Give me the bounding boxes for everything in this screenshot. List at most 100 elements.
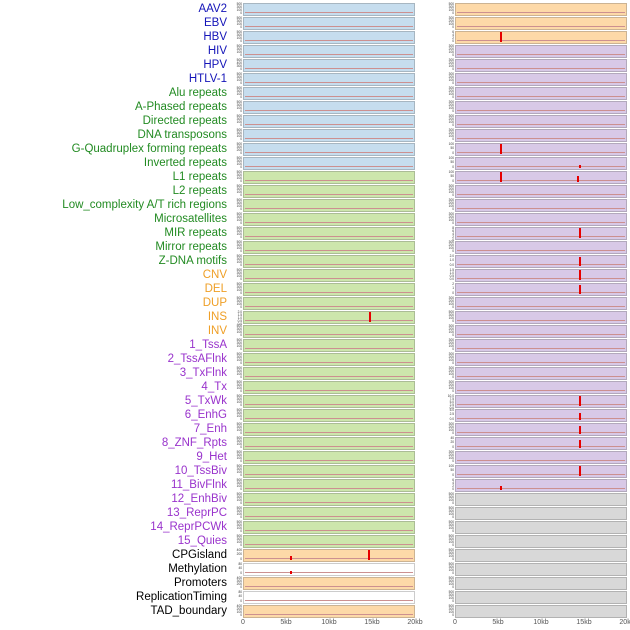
y-tick-label: 500 bbox=[236, 491, 242, 496]
track-label: AAV2 bbox=[198, 3, 227, 15]
y-tick-label: 2 bbox=[452, 281, 454, 286]
track-panel bbox=[455, 604, 627, 618]
y-tick-label: 100 bbox=[236, 540, 242, 545]
y-tick-label: 100 bbox=[448, 344, 454, 349]
y-tick-label: 0 bbox=[452, 11, 454, 16]
y-axis: 500 300 100 0 bbox=[230, 155, 243, 170]
x-tick-label: 10kb bbox=[321, 619, 337, 626]
y-tick-label: 0 bbox=[452, 557, 454, 562]
y-tick-label: 0 bbox=[452, 529, 454, 534]
baseline-trace bbox=[245, 12, 413, 13]
y-axis: 10.0 7.5 5.0 2.5 0.0 bbox=[442, 394, 455, 410]
y-tick-label: 50 bbox=[450, 468, 454, 473]
track-panel bbox=[243, 114, 415, 128]
y-axis: 500 300 100 0 bbox=[230, 463, 243, 478]
track-row: 3_TxFlnk 500 300 100 0 300 200 100 0 bbox=[0, 366, 630, 380]
track-panel bbox=[243, 198, 415, 212]
y-tick-label: 0 bbox=[452, 25, 454, 30]
baseline-trace bbox=[457, 82, 625, 83]
baseline-trace bbox=[457, 432, 625, 433]
y-axis: 400 300 200 0 bbox=[230, 576, 243, 590]
y-tick-label: 100 bbox=[448, 92, 454, 97]
y-tick-label: 300 bbox=[448, 197, 454, 202]
baseline-trace bbox=[457, 474, 625, 475]
y-axis: 300 200 100 0 bbox=[442, 296, 455, 310]
y-tick-label: 500 bbox=[236, 519, 242, 524]
y-tick-label: 0 bbox=[240, 515, 242, 520]
y-tick-label: 300 bbox=[448, 85, 454, 90]
track-panel bbox=[455, 422, 627, 436]
y-tick-label: 100 bbox=[236, 372, 242, 377]
track-row: A-Phased repeats 500 300 100 0 300 200 100 0 bbox=[0, 100, 630, 114]
track-panel bbox=[455, 142, 627, 156]
y-tick-label: 100 bbox=[236, 106, 242, 111]
y-tick-label: 300 bbox=[236, 32, 242, 37]
y-axis: 500 300 100 0 bbox=[230, 421, 243, 436]
y-tick-label: 300 bbox=[236, 536, 242, 541]
track-panel bbox=[455, 296, 627, 310]
track-panel bbox=[243, 576, 415, 590]
y-tick-label: 100 bbox=[236, 204, 242, 209]
baseline-trace bbox=[245, 334, 413, 335]
y-axis: 500 300 200 0 bbox=[230, 141, 243, 156]
y-tick-label: 2 bbox=[452, 484, 454, 489]
y-tick-label: 2.5 bbox=[449, 403, 454, 408]
y-tick-label: 400 bbox=[236, 60, 242, 65]
y-tick-label: 100 bbox=[236, 526, 242, 531]
track-label: MIR repeats bbox=[164, 227, 227, 239]
y-axis: 300 200 100 0 bbox=[442, 16, 455, 30]
x-axis: 0 5kb 10kb 15kb 20kb bbox=[241, 618, 423, 630]
y-tick-label: 300 bbox=[448, 550, 454, 555]
x-axis-row: 0 5kb 10kb 15kb 20kb 0 5kb 10kb 15kb 20kb bbox=[0, 618, 630, 630]
y-tick-label: 200 bbox=[448, 46, 454, 51]
track-row: L2 repeats 500 300 100 0 300 200 100 0 bbox=[0, 184, 630, 198]
y-tick-label: 2.0 bbox=[237, 309, 242, 314]
y-tick-label: 100 bbox=[448, 386, 454, 391]
baseline-trace bbox=[457, 278, 625, 279]
y-tick-label: 0 bbox=[452, 375, 454, 380]
y-tick-label: 300 bbox=[236, 354, 242, 359]
baseline-trace bbox=[457, 348, 625, 349]
column-gap bbox=[415, 261, 442, 262]
y-tick-label: 0 bbox=[240, 585, 242, 590]
baseline-trace bbox=[457, 166, 625, 167]
column-gap bbox=[415, 107, 442, 108]
y-tick-label: 100 bbox=[236, 400, 242, 405]
track-label: L2 repeats bbox=[172, 185, 227, 197]
y-tick-label: 0 bbox=[240, 221, 242, 226]
y-tick-label: 500 bbox=[448, 589, 454, 594]
y-axis: 500 300 100 0 bbox=[230, 16, 243, 30]
y-axis: 500 300 100 0 bbox=[442, 310, 455, 324]
y-tick-label: 500 bbox=[236, 155, 242, 160]
y-tick-label: 5.0 bbox=[449, 407, 454, 412]
y-tick-label: 500 bbox=[236, 141, 242, 146]
y-tick-label: 0 bbox=[240, 375, 242, 380]
y-axis: 500 300 100 0 bbox=[230, 408, 243, 422]
y-tick-label: 0 bbox=[240, 333, 242, 338]
track-panel bbox=[243, 450, 415, 464]
track-panel bbox=[243, 520, 415, 534]
y-tick-label: 0 bbox=[452, 291, 454, 296]
y-tick-label: 200 bbox=[448, 60, 454, 65]
baseline-trace bbox=[245, 264, 413, 265]
y-tick-label: 500 bbox=[236, 211, 242, 216]
y-tick-label: 4 bbox=[452, 231, 454, 236]
baseline-trace bbox=[457, 376, 625, 377]
track-label: 6_EnhG bbox=[184, 409, 227, 421]
y-axis: 300 200 100 0 bbox=[442, 324, 455, 338]
y-tick-label: 1.0 bbox=[449, 258, 454, 263]
column-gap bbox=[415, 51, 442, 52]
y-tick-label: 500 bbox=[236, 57, 242, 62]
column-gap bbox=[415, 177, 442, 178]
y-tick-label: 0 bbox=[452, 501, 454, 506]
y-tick-label: 0 bbox=[240, 613, 242, 618]
baseline-trace bbox=[245, 96, 413, 97]
y-tick-label: 500 bbox=[236, 421, 242, 426]
y-axis: 500 300 100 0 bbox=[230, 506, 243, 520]
y-tick-label: 200 bbox=[448, 298, 454, 303]
y-tick-label: 0 bbox=[240, 123, 242, 128]
track-panel bbox=[243, 72, 415, 86]
y-tick-label: 500 bbox=[236, 463, 242, 468]
baseline-trace bbox=[245, 614, 413, 615]
